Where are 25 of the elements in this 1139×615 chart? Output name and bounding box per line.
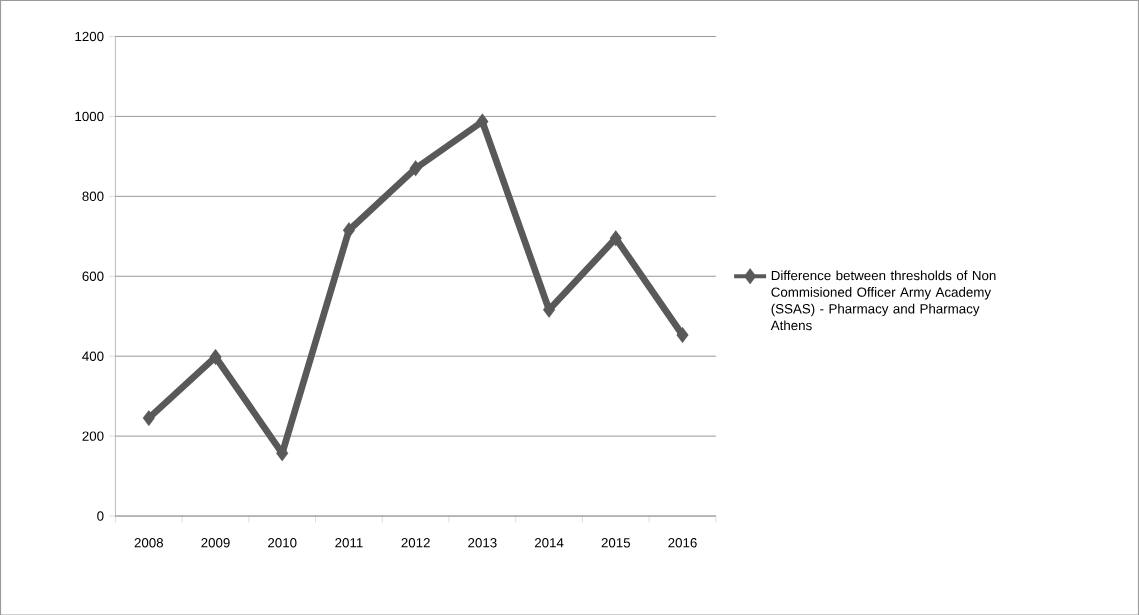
x-tick-label: 2012 xyxy=(401,537,430,548)
y-tick-label: 400 xyxy=(82,351,104,361)
y-tick-label: 200 xyxy=(82,431,104,441)
point xyxy=(342,222,355,239)
point xyxy=(609,229,622,247)
point xyxy=(409,160,422,177)
y-tick-label: 800 xyxy=(82,191,104,201)
y-tick-label: 1200 xyxy=(75,31,104,41)
y-tick-label: 1000 xyxy=(75,111,104,121)
point xyxy=(676,326,689,343)
y-tick-label: 0 xyxy=(97,511,104,521)
x-tick-label: 2011 xyxy=(335,537,363,548)
point xyxy=(142,409,155,426)
x-tick-label: 2010 xyxy=(268,537,297,548)
x-tick-label: 2016 xyxy=(668,537,697,548)
x-tick-label: 2009 xyxy=(201,537,230,548)
legend-label: Difference between thresholds of Non Commisioned Officer Army Academy (SSAS) - Pharmacy and Pharmacy Athens xyxy=(770,270,996,330)
point xyxy=(476,113,489,130)
x-tick-label: 2008 xyxy=(134,537,164,548)
y-tick-label: 600 xyxy=(82,271,104,281)
point xyxy=(209,348,222,365)
x-tick-label: 2015 xyxy=(601,537,631,548)
x-tick-label: 2013 xyxy=(468,537,497,548)
point xyxy=(543,301,556,318)
x-tick-label: 2014 xyxy=(534,537,564,548)
